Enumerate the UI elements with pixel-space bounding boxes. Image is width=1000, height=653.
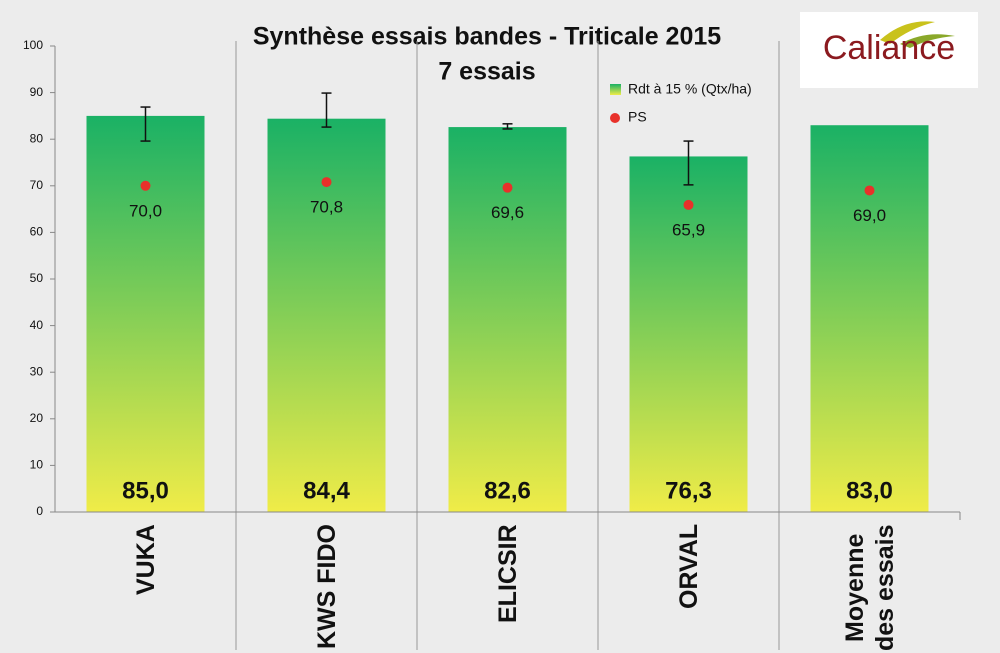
- ps-dot: [140, 180, 151, 191]
- y-tick-label: 80: [30, 131, 44, 145]
- legend-swatch: [610, 84, 621, 95]
- error-bar: [683, 140, 694, 186]
- ps-value-label: 70,0: [129, 201, 162, 220]
- error-bar: [502, 123, 513, 130]
- logo-leaf: [900, 34, 955, 48]
- bar-value-label: 82,6: [484, 477, 531, 504]
- y-tick-label: 90: [30, 85, 44, 99]
- y-tick-label: 60: [30, 225, 44, 239]
- ps-value-label: 70,8: [310, 198, 343, 217]
- y-tick-label: 100: [23, 38, 43, 52]
- error-bar: [140, 106, 151, 142]
- ps-value-label: 65,9: [672, 220, 705, 239]
- ps-dot: [864, 185, 875, 196]
- bar-value-label: 85,0: [122, 477, 169, 504]
- legend-swatch: [610, 113, 620, 123]
- y-tick-label: 50: [30, 271, 44, 285]
- chart-title: Synthèse essais bandes - Triticale 2015: [253, 23, 721, 51]
- y-tick-label: 30: [30, 364, 44, 378]
- bar-value-label: 83,0: [846, 477, 893, 504]
- x-tick-label: ORVAL: [674, 523, 703, 609]
- ps-dot: [502, 182, 513, 193]
- ps-dot: [321, 177, 332, 188]
- ps-dot: [683, 199, 694, 210]
- y-tick-label: 10: [30, 458, 44, 472]
- x-tick-label: Moyenne des essais: [840, 524, 899, 652]
- logo-box: [800, 12, 978, 88]
- y-tick-label: 0: [36, 504, 43, 518]
- y-tick-label: 70: [30, 178, 44, 192]
- bar: [810, 125, 929, 512]
- ps-value-label: 69,6: [491, 203, 524, 222]
- error-bar: [321, 92, 332, 128]
- legend-label: PS: [628, 109, 647, 125]
- legend-label: Rdt à 15 % (Qtx/ha): [628, 81, 752, 97]
- ps-value-label: 69,0: [853, 206, 886, 225]
- x-tick-label: VUKA: [131, 524, 160, 595]
- y-tick-label: 20: [30, 411, 44, 425]
- bar-value-label: 76,3: [665, 477, 712, 504]
- bar: [86, 115, 205, 513]
- x-tick-label: ELICSIR: [493, 524, 522, 623]
- logo-text: Caliance: [823, 29, 955, 67]
- logo-leaf: [880, 21, 935, 44]
- x-tick-label: KWS FIDO: [312, 524, 341, 649]
- chart-subtitle: 7 essais: [438, 58, 535, 86]
- bar: [629, 156, 748, 512]
- y-tick-label: 40: [30, 318, 44, 332]
- bar-value-label: 84,4: [303, 477, 350, 504]
